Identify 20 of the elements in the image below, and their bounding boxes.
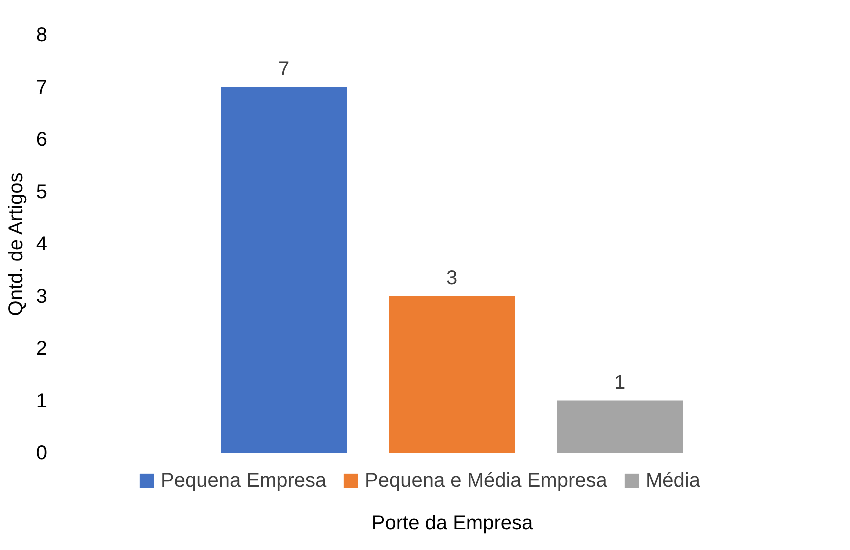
y-tick-label: 5: [36, 181, 48, 204]
y-tick-label: 2: [36, 338, 48, 360]
legend-label: Média: [646, 470, 702, 492]
data-label: 7: [278, 58, 290, 80]
y-tick-label: 8: [36, 24, 48, 46]
y-tick-label: 3: [36, 286, 48, 308]
data-label: 3: [446, 267, 458, 290]
y-tick-label: 0: [36, 442, 48, 464]
bar: [221, 87, 347, 453]
y-tick-label: 4: [36, 234, 48, 256]
y-tick-label: 7: [36, 76, 48, 99]
legend-label: Pequena e Média Empresa: [365, 470, 608, 492]
bar: [557, 400, 683, 453]
y-tick-label: 6: [36, 129, 48, 151]
y-axis-title: Qntd. de Artigos: [5, 172, 28, 316]
legend-label: Pequena Empresa: [161, 470, 328, 492]
x-axis-title: Porte da Empresa: [372, 512, 534, 534]
data-label: 1: [614, 372, 626, 394]
bar: [389, 296, 515, 453]
y-tick-label: 1: [36, 390, 48, 412]
